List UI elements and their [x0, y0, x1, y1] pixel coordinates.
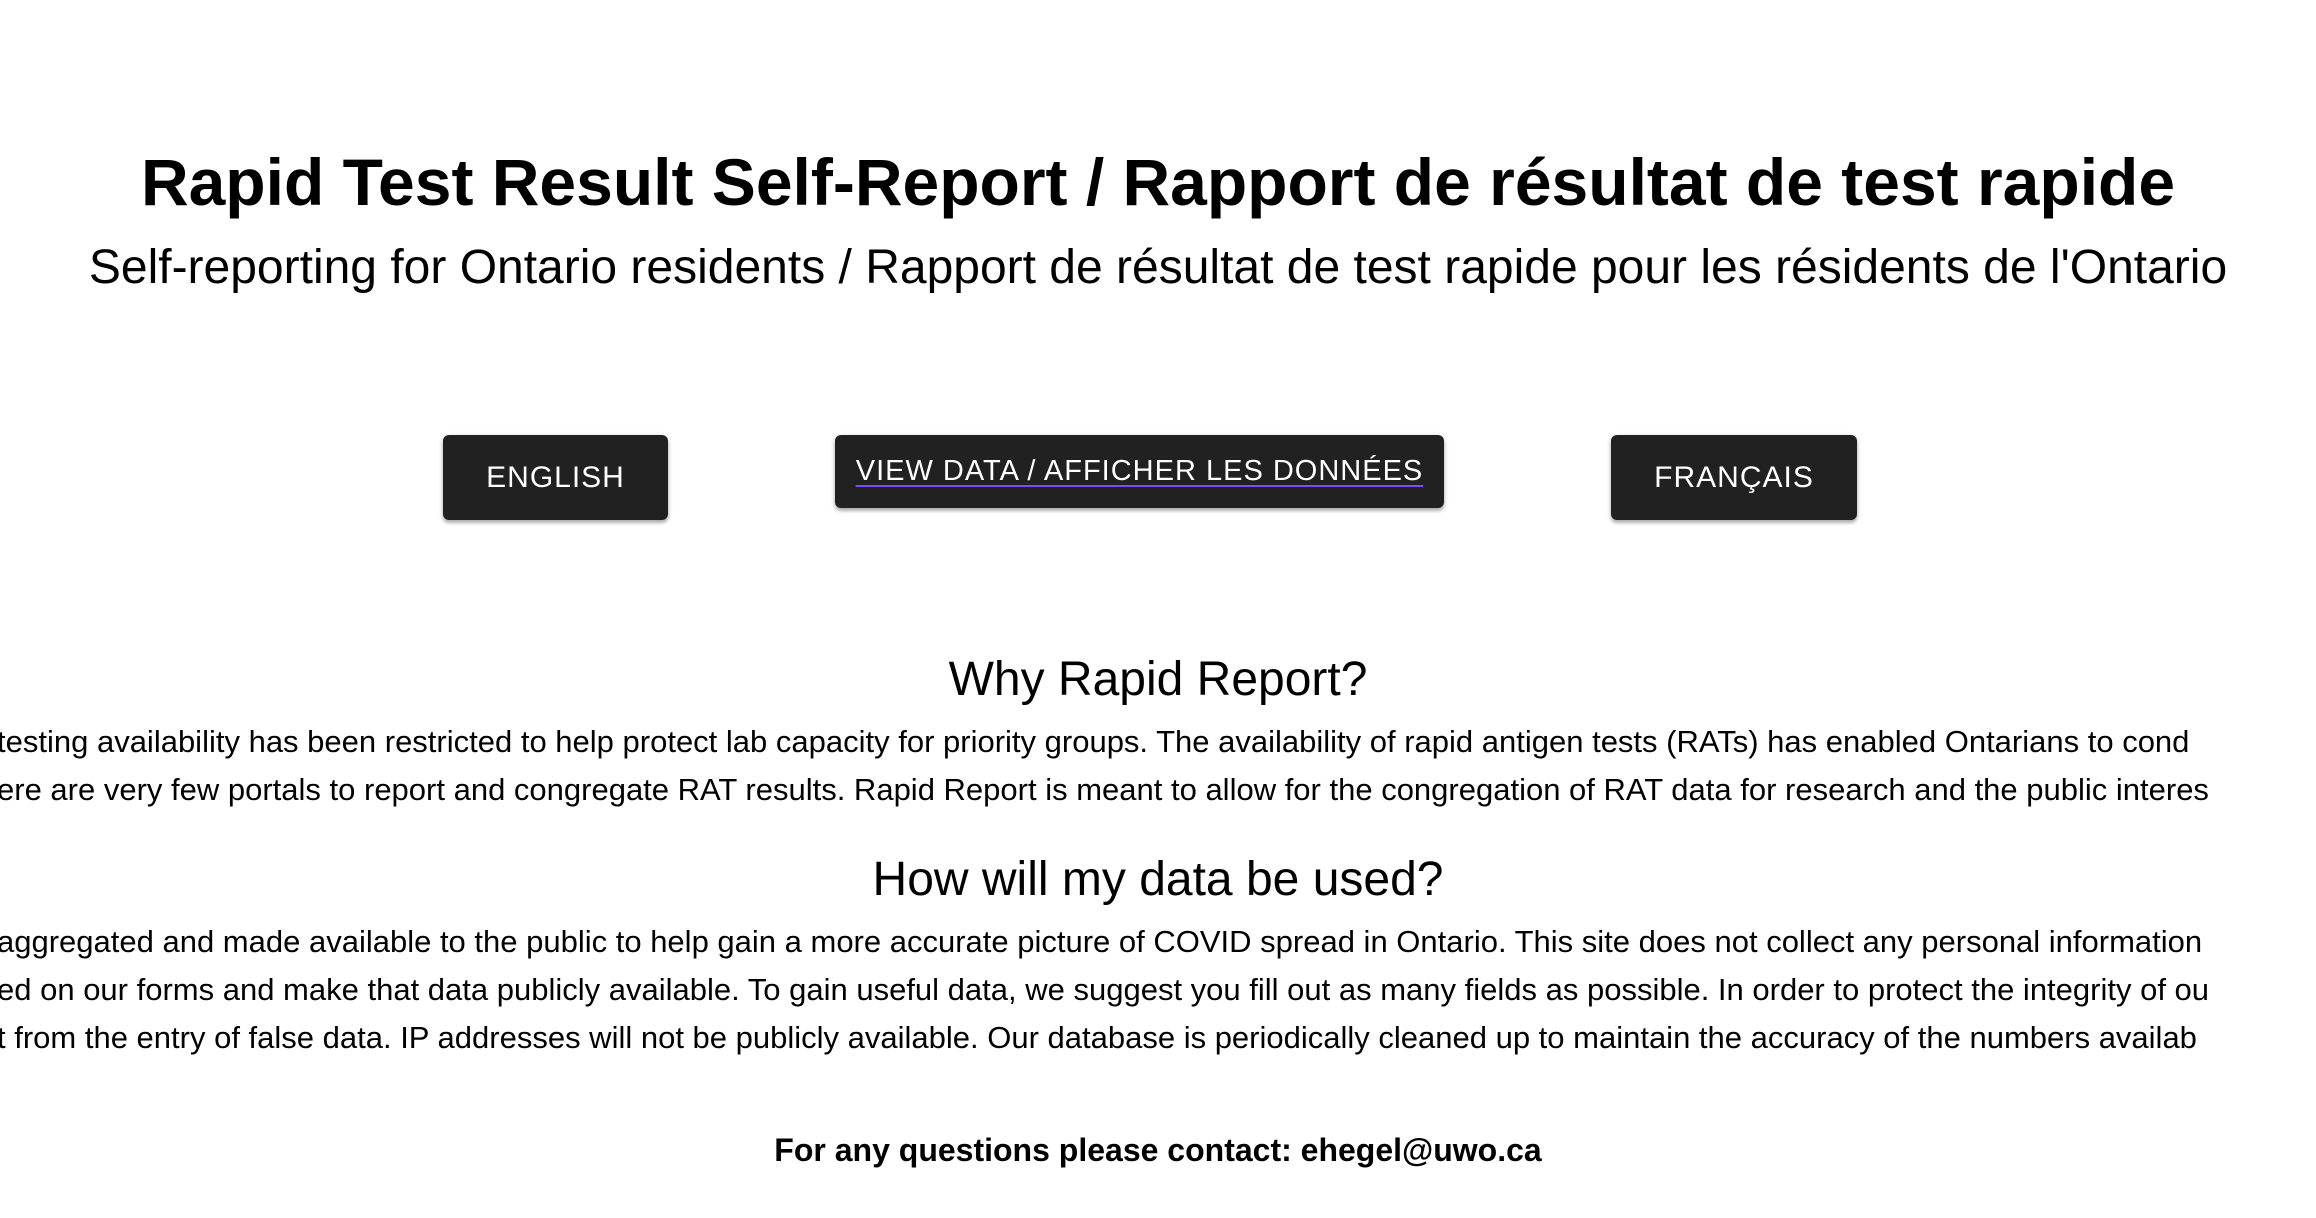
why-heading: Why Rapid Report?	[948, 653, 1368, 706]
how-line-2: ed on our forms and make that data publi…	[0, 972, 2210, 1007]
contact-text: For any questions please contact: ehegel…	[774, 1132, 1542, 1168]
why-line-1: testing availability has been restricted…	[0, 724, 2190, 759]
french-button[interactable]: FRANÇAIS	[1611, 435, 1857, 520]
why-line-2: ere are very few portals to report and c…	[0, 772, 2209, 807]
english-button[interactable]: ENGLISH	[443, 435, 668, 520]
page-subtitle: Self-reporting for Ontario residents / R…	[88, 241, 2228, 294]
french-button-label: FRANÇAIS	[1654, 460, 1814, 494]
how-heading: How will my data be used?	[872, 853, 1444, 906]
english-button-label: ENGLISH	[486, 460, 625, 494]
how-line-1: aggregated and made available to the pub…	[0, 924, 2203, 959]
page-title: Rapid Test Result Self-Report / Rapport …	[140, 145, 2176, 219]
view-data-button[interactable]: VIEW DATA / AFFICHER LES DONNÉES	[835, 435, 1444, 508]
view-data-button-label: VIEW DATA / AFFICHER LES DONNÉES	[855, 455, 1424, 487]
how-line-3: t from the entry of false data. IP addre…	[0, 1020, 2197, 1055]
